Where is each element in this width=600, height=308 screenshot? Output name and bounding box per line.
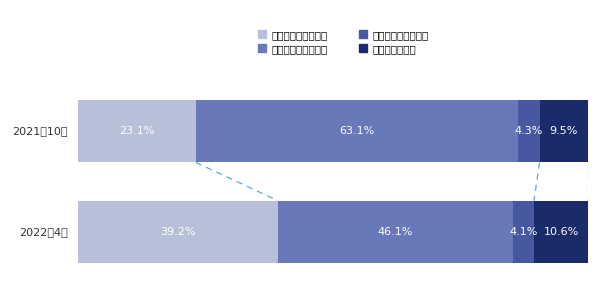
Bar xyxy=(539,100,588,162)
Bar xyxy=(518,100,539,162)
Text: 46.1%: 46.1% xyxy=(378,227,413,237)
Text: 2021年10月: 2021年10月 xyxy=(12,126,68,136)
Bar xyxy=(78,201,278,263)
Text: 4.1%: 4.1% xyxy=(509,227,538,237)
Bar xyxy=(78,100,196,162)
Text: 39.2%: 39.2% xyxy=(160,227,196,237)
Text: 2022年4月: 2022年4月 xyxy=(19,227,68,237)
Bar xyxy=(196,100,518,162)
Legend: 現状よりも上昇する, ほとんど変わらない, 現状よりも低下する, 見当がつかない: 現状よりも上昇する, ほとんど変わらない, 現状よりも低下する, 見当がつかない xyxy=(258,30,428,54)
Text: 63.1%: 63.1% xyxy=(339,126,374,136)
Text: 10.6%: 10.6% xyxy=(544,227,578,237)
Text: 23.1%: 23.1% xyxy=(119,126,155,136)
Text: 9.5%: 9.5% xyxy=(550,126,578,136)
Text: 4.3%: 4.3% xyxy=(514,126,543,136)
Bar xyxy=(278,201,513,263)
Bar xyxy=(513,201,534,263)
Bar xyxy=(534,201,588,263)
